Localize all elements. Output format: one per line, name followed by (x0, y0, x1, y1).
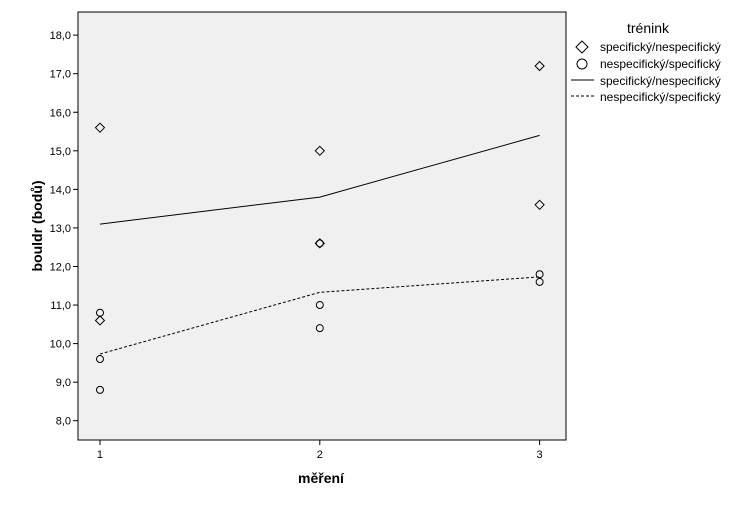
legend-label: nespecifický/specifický (600, 90, 721, 104)
series-points (94, 60, 545, 394)
legend-item: nespecifický/specifický (576, 57, 721, 71)
y-tick-label: 17,0 (50, 69, 71, 81)
x-tick-label: 3 (537, 449, 543, 461)
legend: trénink specifický/nespecifický nespecifi… (571, 20, 721, 104)
x-axis-title: měření (298, 470, 345, 486)
y-tick-label: 11,0 (50, 300, 71, 312)
series-line-specificky-nespecificky (99, 134, 540, 225)
y-axis-title: bouldr (bodů) (29, 181, 45, 272)
legend-label: specifický/nespecifický (600, 74, 721, 88)
point-diamond (534, 199, 545, 210)
point-diamond (94, 122, 106, 133)
legend-label: nespecifický/specifický (600, 57, 721, 71)
point-circle (95, 385, 104, 394)
plot-area (77, 11, 567, 441)
y-axis: 8,0 9,0 10,0 11,0 12,0 13,0 14,0 15,0 16,0 17,0 18… (50, 30, 78, 428)
legend-circle-icon (576, 58, 588, 70)
legend-item: nespecifický/specifický (571, 90, 721, 104)
point-circle (95, 308, 104, 317)
x-tick-label: 1 (97, 449, 103, 461)
y-tick-label: 16,0 (50, 107, 71, 119)
point-diamond (314, 145, 326, 157)
point-circle (315, 324, 324, 333)
point-circle (315, 239, 324, 248)
y-tick-label: 10,0 (50, 339, 71, 351)
legend-item: specifický/nespecifický (575, 40, 721, 54)
y-tick-label: 18,0 (50, 30, 71, 42)
point-circle (535, 277, 544, 286)
legend-diamond-icon (575, 40, 589, 54)
y-tick-label: 15,0 (50, 146, 71, 158)
legend-item: specifický/nespecifický (571, 74, 721, 88)
legend-title: trénink (627, 20, 670, 36)
point-diamond (94, 315, 106, 326)
point-circle (95, 355, 104, 364)
point-diamond (534, 60, 545, 72)
y-tick-label: 13,0 (50, 223, 71, 235)
legend-label: specifický/nespecifický (600, 40, 721, 54)
y-tick-label: 9,0 (56, 377, 71, 389)
y-tick-label: 14,0 (50, 184, 71, 196)
y-tick-label: 8,0 (56, 416, 71, 428)
series-lines (99, 134, 540, 355)
point-circle (535, 270, 544, 279)
x-tick-label: 2 (317, 449, 323, 461)
y-tick-label: 12,0 (50, 261, 71, 273)
x-axis: 1 2 3 (97, 440, 543, 461)
point-circle (315, 301, 324, 310)
series-line-nespecificky-specificky (99, 276, 540, 355)
